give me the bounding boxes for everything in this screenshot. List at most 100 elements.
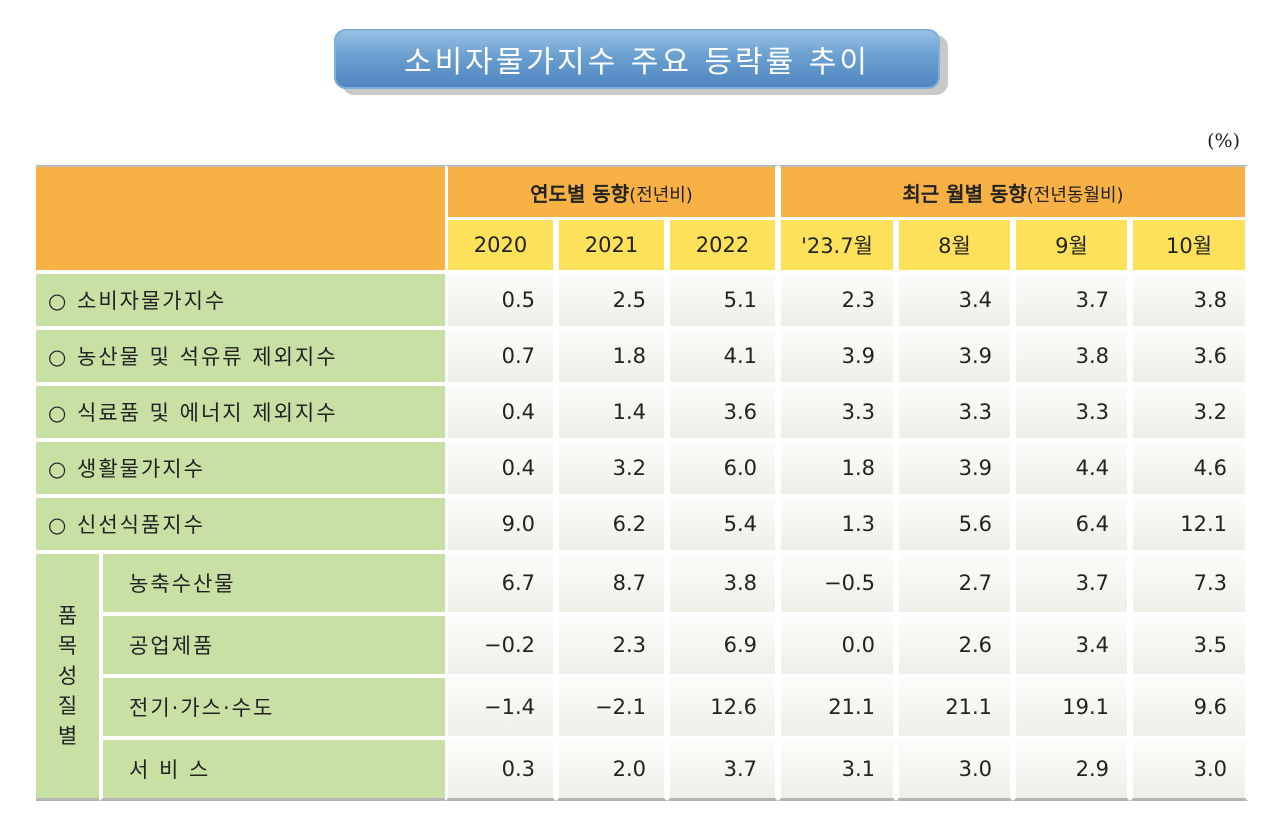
- sub-row-label: 농축수산물: [99, 550, 445, 612]
- value-cell: 3.4: [896, 270, 1013, 326]
- value-cell: 8.7: [556, 550, 667, 612]
- row-label: ○ 식료품 및 에너지 제외지수: [36, 382, 445, 438]
- value-cell: 6.9: [667, 612, 778, 674]
- value-cell: 3.7: [1013, 270, 1130, 326]
- table-row: ○ 식료품 및 에너지 제외지수 0.4 1.4 3.6 3.3 3.3 3.3 3.2: [36, 382, 1248, 438]
- col-header: 2020: [445, 217, 556, 270]
- value-cell: 1.4: [556, 382, 667, 438]
- value-cell: 3.9: [896, 326, 1013, 382]
- value-cell: 3.3: [896, 382, 1013, 438]
- row-label: ○ 신선식품지수: [36, 494, 445, 550]
- value-cell: 3.2: [556, 438, 667, 494]
- value-cell: 3.4: [1013, 612, 1130, 674]
- value-cell: 3.7: [1013, 550, 1130, 612]
- col-header: 2022: [667, 217, 778, 270]
- col-header: 2021: [556, 217, 667, 270]
- table-row: 전기·가스·수도 −1.4 −2.1 12.6 21.1 21.1 19.1 9.6: [36, 674, 1248, 736]
- value-cell: 3.3: [1013, 382, 1130, 438]
- value-cell: 7.3: [1130, 550, 1248, 612]
- header-year-row: 2020 2021 2022 '23.7월 8월 9월 10월: [36, 217, 1248, 270]
- sub-row-label: 서 비 스: [99, 736, 445, 801]
- sub-row-label: 전기·가스·수도: [99, 674, 445, 736]
- table-row: 서 비 스 0.3 2.0 3.7 3.1 3.0 2.9 3.0: [36, 736, 1248, 801]
- value-cell: 5.6: [896, 494, 1013, 550]
- value-cell: 0.3: [445, 736, 556, 801]
- value-cell: 3.6: [667, 382, 778, 438]
- table-row: 공업제품 −0.2 2.3 6.9 0.0 2.6 3.4 3.5: [36, 612, 1248, 674]
- value-cell: 12.6: [667, 674, 778, 736]
- table-row: ○ 신선식품지수 9.0 6.2 5.4 1.3 5.6 6.4 12.1: [36, 494, 1248, 550]
- col-header: 8월: [896, 217, 1013, 270]
- col-header: 9월: [1013, 217, 1130, 270]
- value-cell: 2.5: [556, 270, 667, 326]
- header-corner: [36, 165, 445, 270]
- col-header: 10월: [1130, 217, 1248, 270]
- category-char: 질: [57, 694, 78, 718]
- value-cell: 3.5: [1130, 612, 1248, 674]
- page-title: 소비자물가지수 주요 등락률 추이: [403, 45, 870, 80]
- value-cell: 19.1: [1013, 674, 1130, 736]
- value-cell: 3.0: [896, 736, 1013, 801]
- value-cell: 3.9: [778, 326, 896, 382]
- value-cell: 0.7: [445, 326, 556, 382]
- value-cell: 21.1: [778, 674, 896, 736]
- value-cell: 1.3: [778, 494, 896, 550]
- value-cell: 6.7: [445, 550, 556, 612]
- row-label: ○ 농산물 및 석유류 제외지수: [36, 326, 445, 382]
- table-row: ○ 생활물가지수 0.4 3.2 6.0 1.8 3.9 4.4 4.6: [36, 438, 1248, 494]
- row-label: ○ 생활물가지수: [36, 438, 445, 494]
- value-cell: 2.6: [896, 612, 1013, 674]
- value-cell: 3.6: [1130, 326, 1248, 382]
- value-cell: 6.0: [667, 438, 778, 494]
- value-cell: 2.7: [896, 550, 1013, 612]
- unit-label: (%): [1207, 130, 1240, 152]
- header-monthly-label: 최근 월별 동향: [902, 181, 1027, 206]
- value-cell: 6.4: [1013, 494, 1130, 550]
- value-cell: 3.0: [1130, 736, 1248, 801]
- value-cell: 6.2: [556, 494, 667, 550]
- value-cell: 3.1: [778, 736, 896, 801]
- value-cell: 2.3: [556, 612, 667, 674]
- table-row: 품 목 성 질 별 농축수산물 6.7 8.7 3.8 −0.5 2.7 3.7 7.3: [36, 550, 1248, 801]
- value-cell: 0.4: [445, 438, 556, 494]
- value-cell: 9.0: [445, 494, 556, 550]
- value-cell: 12.1: [1130, 494, 1248, 550]
- value-cell: 3.9: [896, 438, 1013, 494]
- header-monthly: 최근 월별 동향(전년동월비): [778, 165, 1248, 217]
- value-cell: 2.0: [556, 736, 667, 801]
- table-row: ○ 소비자물가지수 0.5 2.5 5.1 2.3 3.4 3.7 3.8: [36, 270, 1248, 326]
- header-annual-label: 연도별 동향: [530, 181, 630, 206]
- value-cell: −1.4: [445, 674, 556, 736]
- value-cell: 4.1: [667, 326, 778, 382]
- value-cell: −2.1: [556, 674, 667, 736]
- value-cell: 4.4: [1013, 438, 1130, 494]
- value-cell: 3.7: [667, 736, 778, 801]
- value-cell: 4.6: [1130, 438, 1248, 494]
- value-cell: 21.1: [896, 674, 1013, 736]
- table-row: ○ 농산물 및 석유류 제외지수 0.7 1.8 4.1 3.9 3.9 3.8 3.6: [36, 326, 1248, 382]
- value-cell: 3.8: [1130, 270, 1248, 326]
- value-cell: −0.2: [445, 612, 556, 674]
- header-annual: 연도별 동향(전년비): [445, 165, 778, 217]
- header-group-row: 연도별 동향(전년비) 최근 월별 동향(전년동월비): [36, 165, 1248, 270]
- value-cell: 3.8: [667, 550, 778, 612]
- header-monthly-note: (전년동월비): [1026, 184, 1124, 206]
- value-cell: 5.4: [667, 494, 778, 550]
- value-cell: 3.2: [1130, 382, 1248, 438]
- header-annual-note: (전년비): [629, 184, 693, 206]
- value-cell: 9.6: [1130, 674, 1248, 736]
- category-char: 목: [57, 634, 78, 658]
- value-cell: −0.5: [778, 550, 896, 612]
- value-cell: 1.8: [556, 326, 667, 382]
- title-banner: 소비자물가지수 주요 등락률 추이: [334, 29, 948, 95]
- value-cell: 1.8: [778, 438, 896, 494]
- category-char: 성: [57, 664, 78, 688]
- category-char: 품: [57, 604, 78, 628]
- sub-row-label: 공업제품: [99, 612, 445, 674]
- value-cell: 3.8: [1013, 326, 1130, 382]
- title-box: 소비자물가지수 주요 등락률 추이: [334, 29, 940, 89]
- value-cell: 5.1: [667, 270, 778, 326]
- col-header: '23.7월: [778, 217, 896, 270]
- value-cell: 0.5: [445, 270, 556, 326]
- value-cell: 0.0: [778, 612, 896, 674]
